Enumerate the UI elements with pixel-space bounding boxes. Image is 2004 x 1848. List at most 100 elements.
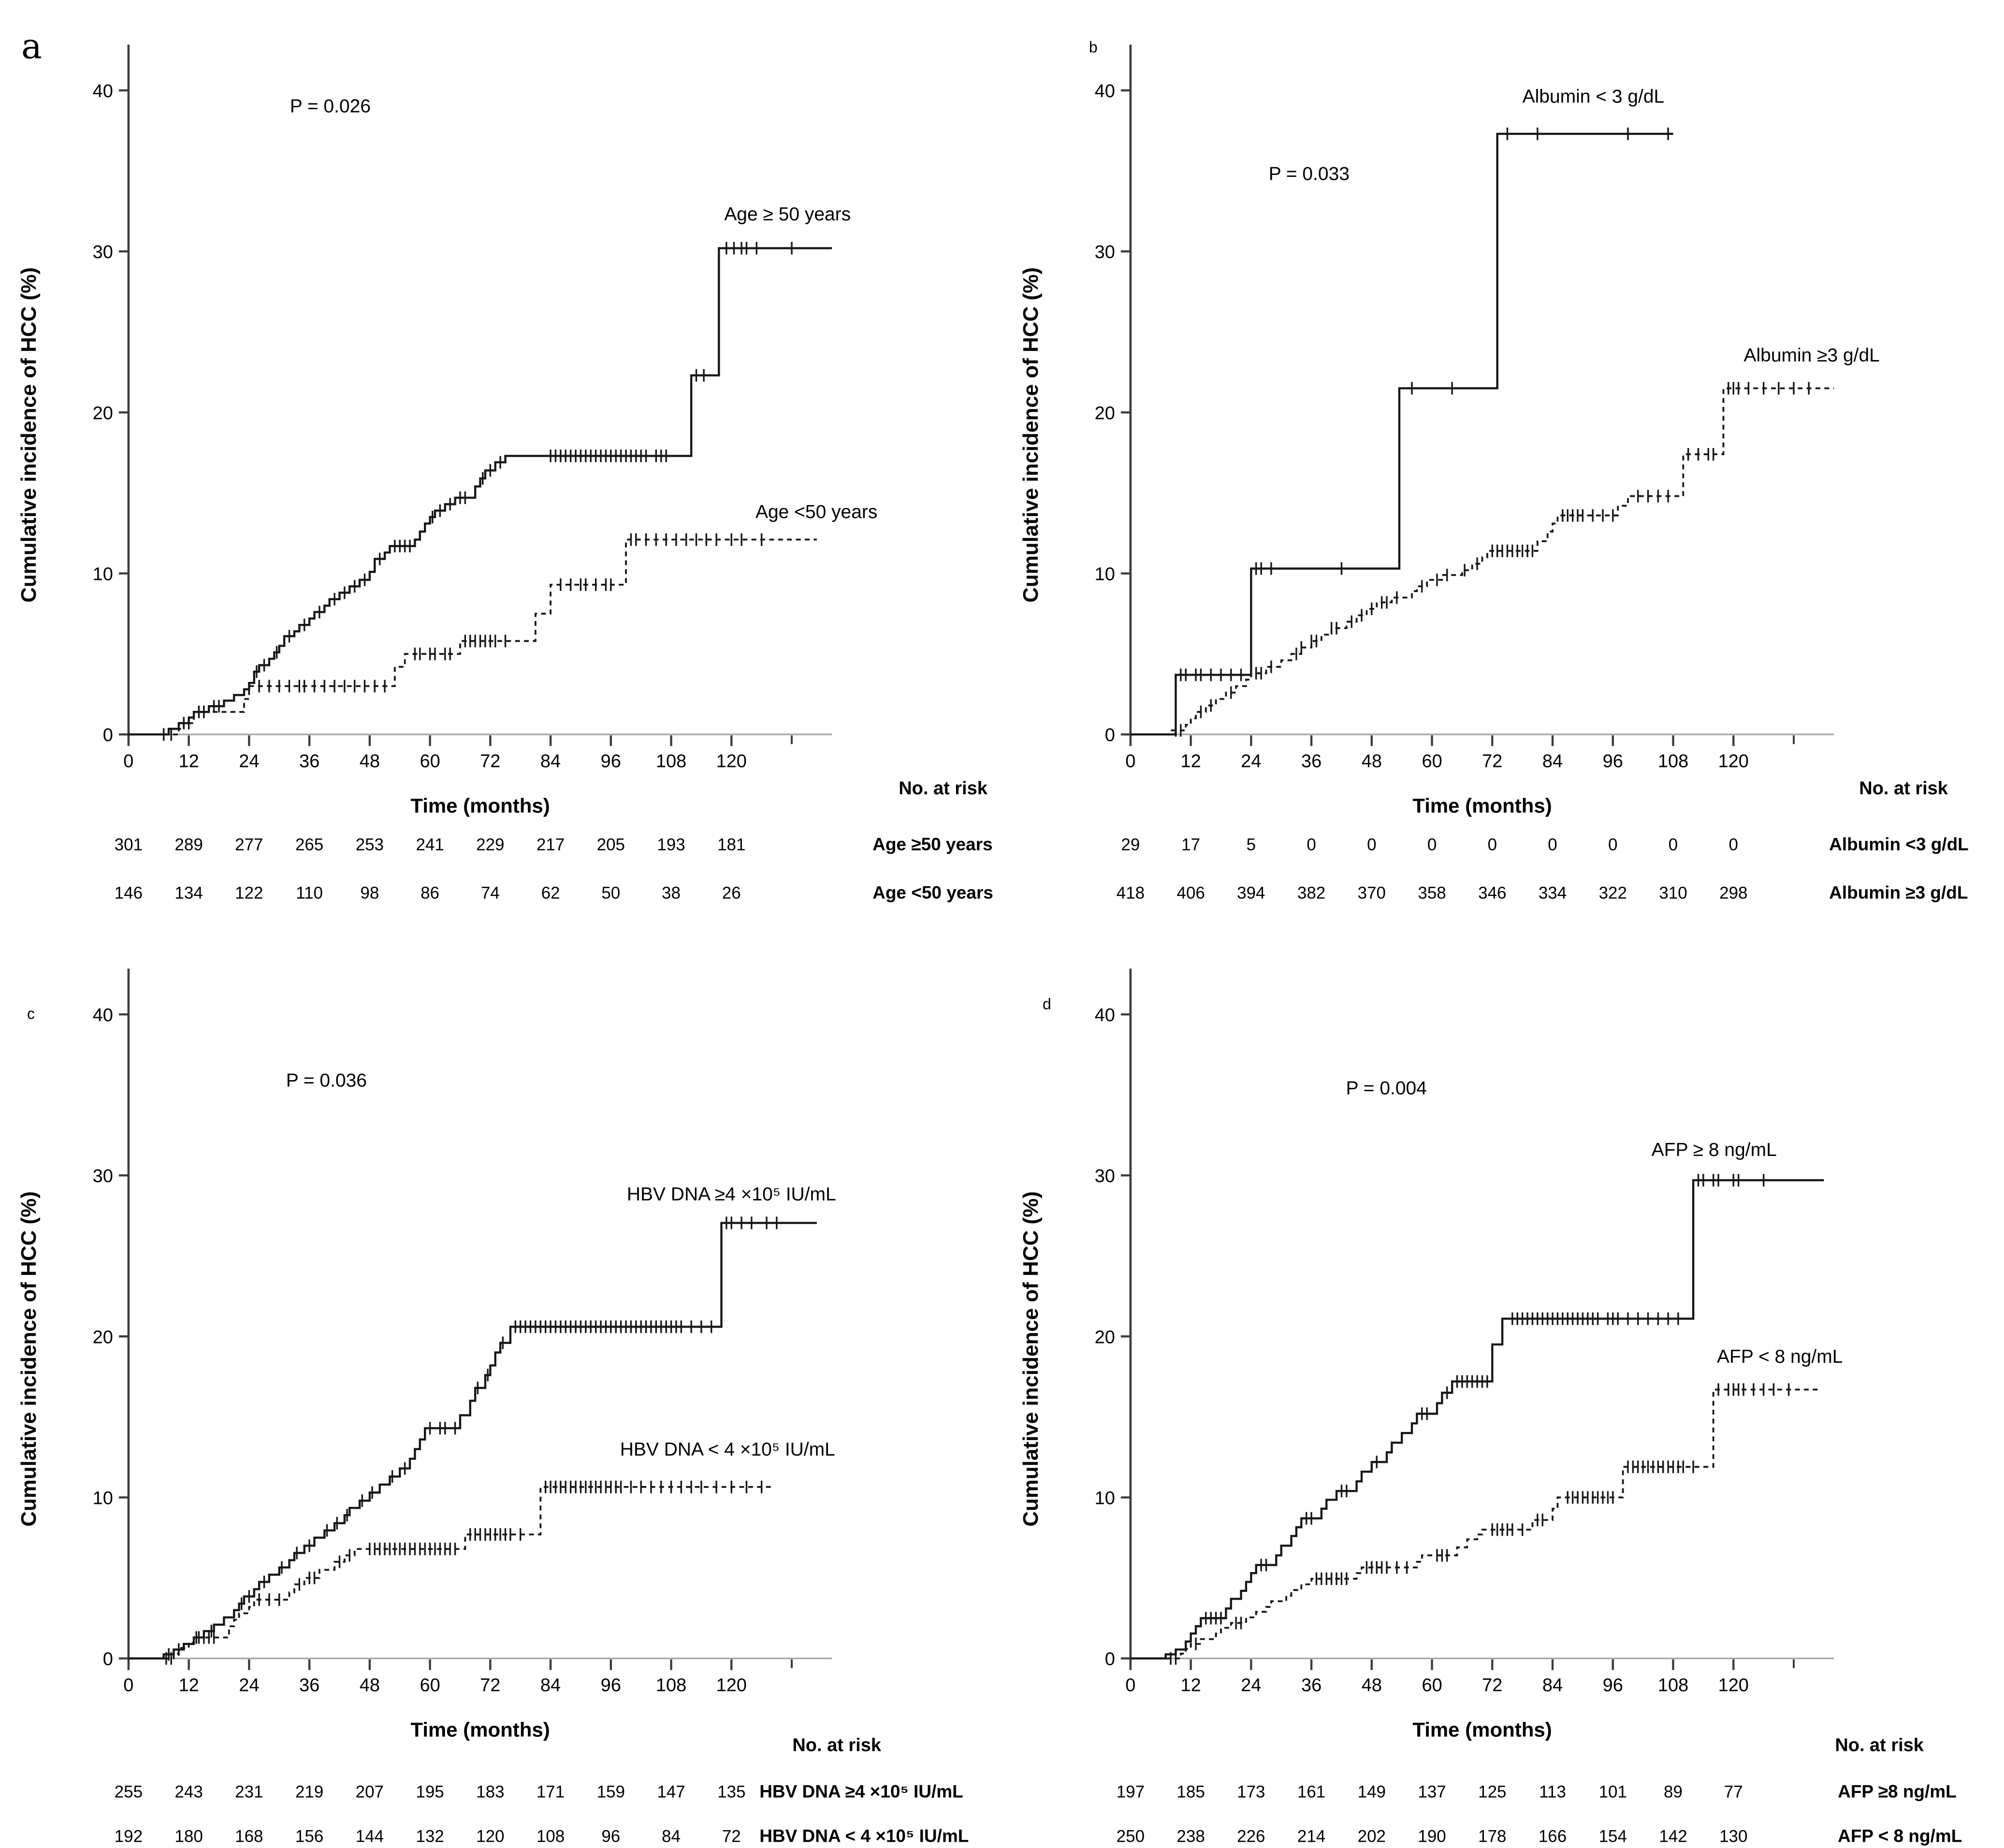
x-tick-label: 12 xyxy=(1180,751,1201,772)
risk-count: 382 xyxy=(1297,884,1325,903)
risk-count: 322 xyxy=(1599,884,1627,903)
x-tick-label: 72 xyxy=(1482,1675,1502,1696)
x-tick-label: 108 xyxy=(1658,751,1688,772)
risk-count: 202 xyxy=(1358,1827,1386,1846)
series-solid xyxy=(128,242,832,736)
risk-count: 207 xyxy=(356,1783,384,1802)
x-tick-label: 36 xyxy=(1301,751,1321,772)
x-tick-label: 120 xyxy=(716,751,747,772)
risk-count: 108 xyxy=(537,1827,565,1846)
panel-letter: b xyxy=(1089,38,1098,56)
censor-marks xyxy=(1175,382,1810,737)
risk-count: 180 xyxy=(174,1827,203,1846)
curve-label: HBV DNA < 4 ×10⁵ IU/mL xyxy=(620,1439,835,1460)
x-tick-label: 36 xyxy=(299,1675,319,1696)
series-dashed xyxy=(128,1480,772,1665)
risk-count: 289 xyxy=(174,836,203,854)
risk-count: 370 xyxy=(1358,884,1386,903)
y-tick-label: 0 xyxy=(103,1649,113,1670)
risk-count: 132 xyxy=(416,1827,444,1846)
risk-count: 134 xyxy=(174,884,203,903)
risk-count: 159 xyxy=(597,1783,625,1802)
x-tick-label: 60 xyxy=(1422,1675,1442,1696)
risk-count: 418 xyxy=(1117,884,1145,903)
x-tick-label: 96 xyxy=(1603,1675,1623,1696)
panel-b: b Cumulative incidence of HCC (%) 0 10 20 30 4… xyxy=(1002,0,2004,924)
risk-row-label: AFP < 8 ng/mL xyxy=(1838,1826,1962,1846)
km-chart-b: b Cumulative incidence of HCC (%) 0 10 20 30 4… xyxy=(1019,38,1969,903)
km-chart-d: d Cumulative incidence of HCC (%) 0 10 20 30 4… xyxy=(1019,968,1962,1846)
censor-marks xyxy=(1205,1174,1765,1625)
risk-count: 238 xyxy=(1176,1827,1205,1846)
x-tick-label: 72 xyxy=(1482,751,1502,772)
km-chart-a: a Cumulative incidence of HCC (%) 0 10 20 30 4… xyxy=(17,26,993,903)
risk-count: 89 xyxy=(1664,1783,1683,1802)
curve-label: Age ≥ 50 years xyxy=(724,204,851,225)
risk-count: 130 xyxy=(1719,1827,1747,1846)
risk-count: 17 xyxy=(1181,836,1200,854)
curve-c-upper xyxy=(128,1222,817,1660)
x-tick-label: 36 xyxy=(299,751,319,772)
risk-count: 29 xyxy=(1121,836,1140,854)
series-dashed xyxy=(1130,1383,1819,1665)
x-tick-label: 0 xyxy=(123,1675,133,1696)
risk-count: 310 xyxy=(1659,884,1687,903)
axes xyxy=(127,44,832,737)
x-tick-label: 12 xyxy=(1180,1675,1201,1696)
x-tick-label: 48 xyxy=(360,1675,380,1696)
risk-count: 183 xyxy=(476,1783,504,1802)
y-axis-title: Cumulative incidence of HCC (%) xyxy=(1019,1191,1043,1527)
p-value-label: P = 0.004 xyxy=(1346,1078,1427,1098)
risk-count: 142 xyxy=(1659,1827,1687,1846)
curve-c-lower xyxy=(128,1486,772,1660)
y-tick-label: 0 xyxy=(103,725,113,746)
x-tick-label: 108 xyxy=(656,751,686,772)
risk-count: 265 xyxy=(295,836,323,854)
risk-count: 253 xyxy=(356,836,384,854)
risk-row-label: Albumin ≥3 g/dL xyxy=(1829,883,1968,903)
risk-table-header: No. at risk xyxy=(1835,1735,1924,1756)
risk-count: 110 xyxy=(296,884,323,903)
curve-label: Albumin ≥3 g/dL xyxy=(1744,345,1880,366)
x-tick-label: 108 xyxy=(656,1675,686,1696)
risk-count: 147 xyxy=(657,1783,685,1802)
risk-count: 346 xyxy=(1478,884,1506,903)
curve-a-upper xyxy=(128,247,832,736)
risk-count: 156 xyxy=(295,1827,323,1846)
risk-count: 217 xyxy=(537,836,565,854)
risk-count: 334 xyxy=(1539,884,1567,903)
y-tick-label: 30 xyxy=(1095,242,1115,262)
curve-b-lower xyxy=(1130,387,1834,736)
risk-count: 301 xyxy=(115,836,143,854)
x-tick-label: 84 xyxy=(1542,751,1563,772)
curve-label: AFP ≥ 8 ng/mL xyxy=(1652,1140,1777,1160)
risk-count: 154 xyxy=(1599,1827,1627,1846)
risk-row-label: Albumin <3 g/dL xyxy=(1829,835,1969,854)
risk-count: 229 xyxy=(476,836,504,854)
risk-count: 38 xyxy=(662,884,681,903)
y-tick-label: 0 xyxy=(1105,1649,1115,1670)
risk-count: 214 xyxy=(1297,1827,1325,1846)
curve-label: HBV DNA ≥4 ×10⁵ IU/mL xyxy=(627,1184,836,1205)
risk-count: 0 xyxy=(1548,836,1557,854)
risk-count: 77 xyxy=(1724,1783,1743,1802)
y-tick-label: 40 xyxy=(93,81,113,101)
y-tick-label: 30 xyxy=(1095,1166,1115,1186)
censor-marks xyxy=(162,533,763,741)
p-value-label: P = 0.026 xyxy=(290,96,371,116)
risk-count: 98 xyxy=(360,884,379,903)
y-tick-label: 20 xyxy=(93,403,113,423)
risk-count: 241 xyxy=(416,836,444,854)
risk-count: 26 xyxy=(722,884,741,903)
risk-count: 231 xyxy=(235,1783,263,1802)
censor-marks xyxy=(1170,1383,1790,1665)
risk-count: 101 xyxy=(1599,1783,1627,1802)
risk-count: 144 xyxy=(356,1827,384,1846)
risk-count: 0 xyxy=(1729,836,1738,854)
risk-count: 277 xyxy=(235,836,263,854)
x-tick-label: 48 xyxy=(1362,1675,1382,1696)
risk-count: 406 xyxy=(1176,884,1205,903)
x-tick-label: 84 xyxy=(1542,1675,1563,1696)
x-tick-label: 84 xyxy=(540,751,561,772)
